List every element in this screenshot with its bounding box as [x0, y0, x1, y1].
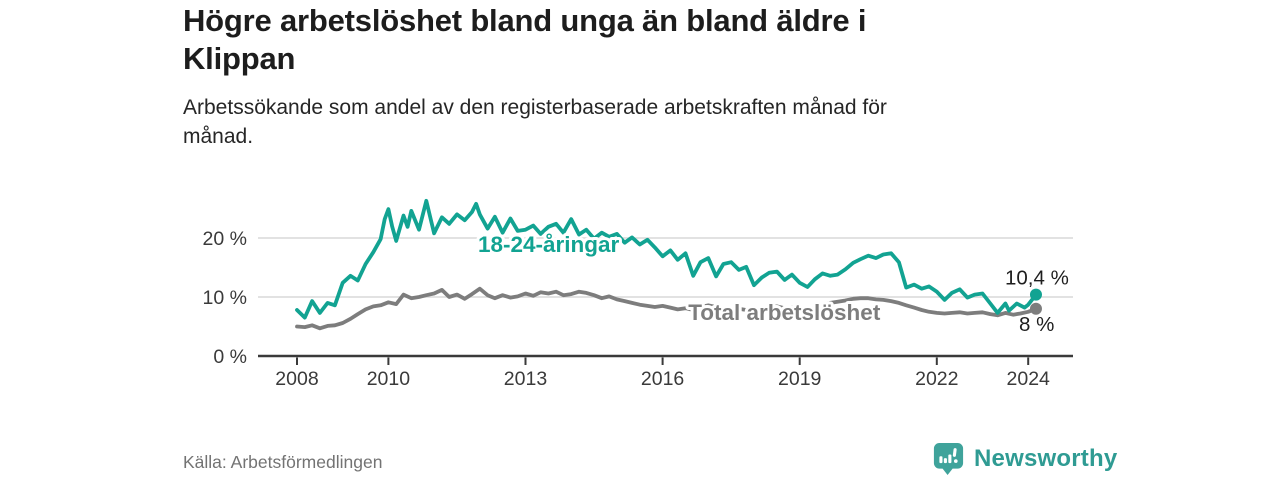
newsworthy-logo: Newsworthy: [933, 442, 1117, 476]
y-tick-label-20: 20 %: [203, 228, 247, 250]
total-endpoint-dot: [1029, 302, 1042, 315]
total-end-value-label: 8 %: [1019, 313, 1054, 336]
youth-series-label: 18-24-åringar: [478, 232, 620, 257]
x-tick-label-2013: 2013: [504, 368, 547, 390]
source-note: Källa: Arbetsförmedlingen: [183, 452, 383, 472]
youth-end-value-label: 10,4 %: [1005, 267, 1069, 290]
x-tick-label-2008: 2008: [275, 368, 318, 390]
youth-endpoint-dot: [1029, 288, 1042, 301]
y-tick-label-0: 0 %: [213, 346, 247, 368]
x-tick-label-2022: 2022: [915, 368, 958, 390]
chart-title: Högre arbetslöshet bland unga än bland ä…: [183, 3, 867, 76]
newsworthy-speech-bubble-chart-icon: [933, 442, 964, 476]
newsworthy-wordmark: Newsworthy: [974, 445, 1118, 472]
chart-subtitle: Arbetssökande som andel av den registerb…: [183, 96, 887, 148]
x-tick-label-2019: 2019: [778, 368, 821, 390]
x-tick-label-2016: 2016: [641, 368, 684, 390]
total-series-label: Total arbetslöshet: [688, 300, 881, 325]
youth-series-line: [295, 198, 1038, 320]
x-tick-label-2024: 2024: [1007, 368, 1051, 390]
x-tick-label-2010: 2010: [367, 368, 411, 390]
y-tick-label-10: 10 %: [203, 287, 247, 309]
total-series-line: [295, 286, 1038, 331]
